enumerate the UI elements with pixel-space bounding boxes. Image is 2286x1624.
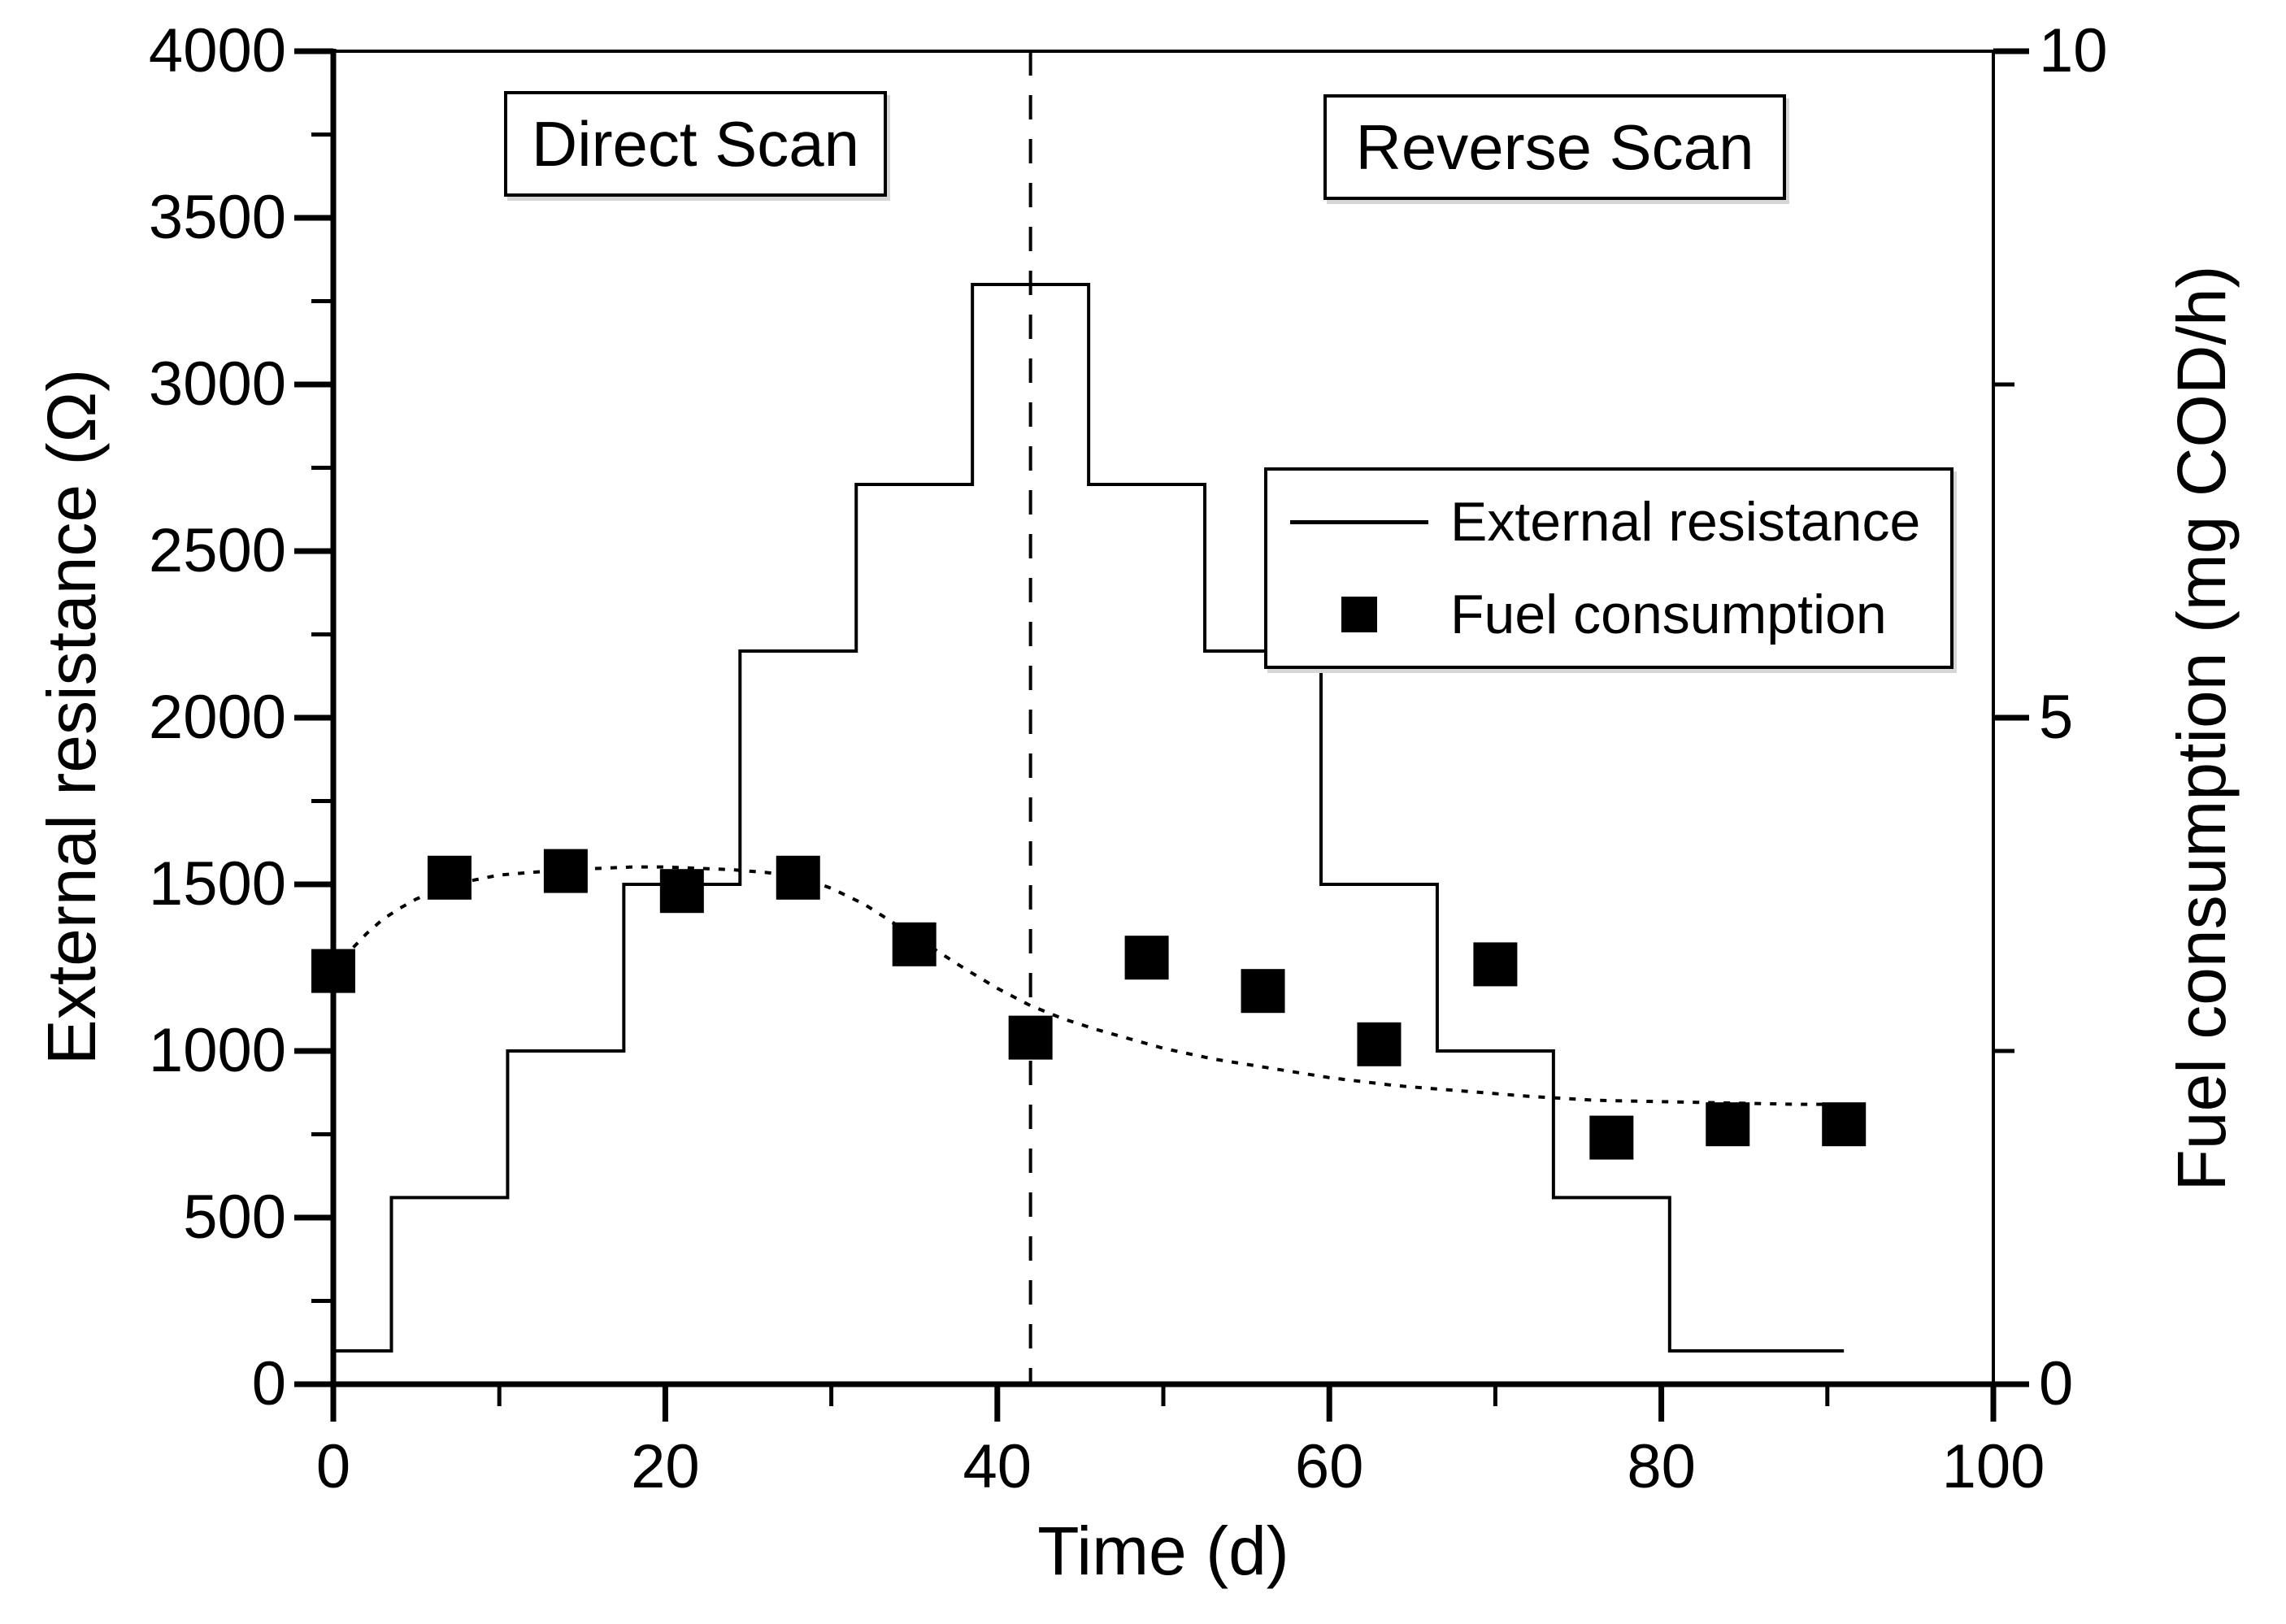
direct-scan-annotation: Direct Scan — [504, 91, 887, 197]
legend-label-fuel-consumption: Fuel consumption — [1450, 583, 1887, 645]
legend-row-fuel-consumption: Fuel consumption — [1267, 574, 1950, 655]
fuel-point — [1706, 1102, 1750, 1147]
fuel-point — [1124, 936, 1169, 980]
right-y-axis-title: Fuel consumption (mg COD/h) — [2163, 265, 2240, 1192]
fuel-point — [892, 922, 937, 966]
fuel-consumption-trend-curve — [332, 865, 1836, 1106]
fuel-point — [1008, 1015, 1053, 1060]
legend-line-icon — [1289, 519, 1428, 524]
reverse-scan-annotation: Reverse Scan — [1323, 94, 1786, 200]
legend: External resistance Fuel consumption — [1264, 467, 1954, 669]
x-axis-title: Time (d) — [1037, 1513, 1289, 1589]
reverse-scan-label: Reverse Scan — [1355, 111, 1754, 183]
fuel-point — [427, 855, 472, 900]
fuel-point — [1357, 1022, 1402, 1066]
legend-square-icon — [1341, 596, 1377, 632]
legend-label-external-resistance: External resistance — [1450, 491, 1921, 554]
fuel-point — [1822, 1102, 1867, 1147]
left-y-axis-title: External resistance (Ω) — [33, 368, 110, 1066]
fuel-point — [1473, 942, 1518, 987]
fuel-point — [1241, 969, 1285, 1014]
legend-row-external-resistance: External resistance — [1267, 481, 1950, 562]
fuel-point — [1589, 1115, 1634, 1160]
direct-scan-label: Direct Scan — [531, 107, 860, 180]
external-resistance-step-line — [333, 283, 1845, 1353]
fuel-point — [659, 869, 704, 914]
